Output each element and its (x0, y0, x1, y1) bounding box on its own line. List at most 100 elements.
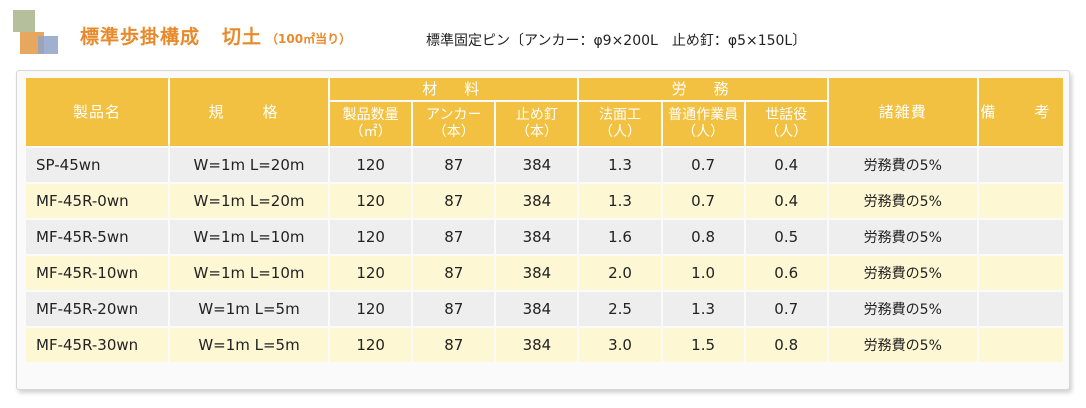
cell-product: MF-45R-5wn (26, 220, 168, 254)
cell-foreman: 0.8 (745, 328, 827, 362)
col-header-worker-unit: （人） (682, 124, 725, 140)
col-header-misc: 諸雑費 (828, 78, 977, 146)
col-header-nail-label: 止め釘 (515, 107, 558, 123)
cell-nail: 384 (496, 220, 578, 254)
table-frame: 製品名 規 格 材 料 労 務 諸雑費 備 考 製品数量 （㎡） アンカー （本） … (16, 70, 1070, 390)
col-header-qty-unit: （㎡） (349, 124, 392, 140)
col-header-foreman: 世話役 （人） (745, 102, 827, 146)
cell-qty: 120 (330, 292, 412, 326)
col-header-remarks: 備 考 (978, 78, 1063, 146)
cell-spec: W=1m L=20m (169, 184, 329, 218)
col-header-slope-unit: （人） (598, 124, 641, 140)
col-header-anchor: アンカー （本） (413, 102, 495, 146)
cell-remarks (978, 292, 1063, 326)
cell-anchor: 87 (413, 256, 495, 290)
cell-anchor: 87 (413, 148, 495, 182)
cell-remarks (978, 220, 1063, 254)
cell-foreman: 0.5 (745, 220, 827, 254)
cell-slope: 1.3 (579, 148, 661, 182)
col-header-anchor-label: アンカー (426, 107, 482, 123)
col-header-slope: 法面工 （人） (579, 102, 661, 146)
cell-worker: 0.7 (662, 184, 744, 218)
cell-foreman: 0.4 (745, 148, 827, 182)
col-header-worker: 普通作業員 （人） (662, 102, 744, 146)
table-row: MF-45R-20wn W=1m L=5m 120 87 384 2.5 1.3… (26, 292, 1063, 326)
cell-worker: 0.7 (662, 148, 744, 182)
table-row: MF-45R-30wn W=1m L=5m 120 87 384 3.0 1.5… (26, 328, 1063, 362)
cell-nail: 384 (496, 148, 578, 182)
cell-worker: 1.0 (662, 256, 744, 290)
cell-slope: 2.0 (579, 256, 661, 290)
cell-product: MF-45R-0wn (26, 184, 168, 218)
cell-worker: 1.3 (662, 292, 744, 326)
col-header-product: 製品名 (26, 78, 168, 146)
cell-slope: 3.0 (579, 328, 661, 362)
cell-remarks (978, 148, 1063, 182)
cell-foreman: 0.6 (745, 256, 827, 290)
cell-nail: 384 (496, 292, 578, 326)
table-row: MF-45R-0wn W=1m L=20m 120 87 384 1.3 0.7… (26, 184, 1063, 218)
cell-slope: 2.5 (579, 292, 661, 326)
cell-anchor: 87 (413, 184, 495, 218)
cell-remarks (978, 328, 1063, 362)
cell-product: MF-45R-20wn (26, 292, 168, 326)
cell-worker: 1.5 (662, 328, 744, 362)
col-header-qty: 製品数量 （㎡） (330, 102, 412, 146)
table-row: MF-45R-10wn W=1m L=10m 120 87 384 2.0 1.… (26, 256, 1063, 290)
col-header-nail: 止め釘 （本） (496, 102, 578, 146)
cell-spec: W=1m L=10m (169, 220, 329, 254)
cell-remarks (978, 256, 1063, 290)
table-row: SP-45wn W=1m L=20m 120 87 384 1.3 0.7 0.… (26, 148, 1063, 182)
cell-misc: 労務費の5% (828, 148, 977, 182)
logo-square-blue (38, 36, 58, 54)
cell-misc: 労務費の5% (828, 256, 977, 290)
cell-anchor: 87 (413, 292, 495, 326)
col-header-worker-label: 普通作業員 (668, 107, 739, 123)
col-header-qty-label: 製品数量 (342, 107, 399, 123)
col-header-spec: 規 格 (169, 78, 329, 146)
cell-misc: 労務費の5% (828, 184, 977, 218)
title-subtitle: 切土 (222, 26, 263, 48)
cell-worker: 0.8 (662, 220, 744, 254)
cell-product: SP-45wn (26, 148, 168, 182)
cell-anchor: 87 (413, 220, 495, 254)
labor-table: 製品名 規 格 材 料 労 務 諸雑費 備 考 製品数量 （㎡） アンカー （本） … (24, 76, 1065, 364)
page-title: 標準歩掛構成 切土 （100㎡当り） (80, 22, 351, 49)
col-group-labor: 労 務 (579, 78, 827, 100)
col-header-slope-label: 法面工 (598, 107, 641, 123)
col-header-anchor-unit: （本） (432, 124, 475, 140)
cell-qty: 120 (330, 148, 412, 182)
cell-slope: 1.3 (579, 184, 661, 218)
cell-foreman: 0.7 (745, 292, 827, 326)
title-unit: （100㎡当り） (266, 32, 352, 46)
cell-spec: W=1m L=20m (169, 148, 329, 182)
cell-nail: 384 (496, 256, 578, 290)
col-header-nail-unit: （本） (515, 124, 558, 140)
cell-foreman: 0.4 (745, 184, 827, 218)
col-header-foreman-unit: （人） (765, 124, 808, 140)
cell-product: MF-45R-30wn (26, 328, 168, 362)
cell-spec: W=1m L=10m (169, 256, 329, 290)
logo-squares (10, 8, 60, 56)
title-text: 標準歩掛構成 (80, 26, 201, 48)
cell-qty: 120 (330, 184, 412, 218)
cell-nail: 384 (496, 184, 578, 218)
cell-remarks (978, 184, 1063, 218)
header-note: 標準固定ピン〔アンカー：φ9×200L 止め釘：φ5×150L〕 (426, 33, 807, 49)
cell-misc: 労務費の5% (828, 292, 977, 326)
col-group-materials: 材 料 (330, 78, 578, 100)
cell-slope: 1.6 (579, 220, 661, 254)
cell-product: MF-45R-10wn (26, 256, 168, 290)
cell-misc: 労務費の5% (828, 220, 977, 254)
cell-qty: 120 (330, 328, 412, 362)
logo-square-green (13, 10, 35, 32)
col-header-foreman-label: 世話役 (765, 107, 808, 123)
cell-nail: 384 (496, 328, 578, 362)
cell-qty: 120 (330, 256, 412, 290)
cell-spec: W=1m L=5m (169, 328, 329, 362)
cell-spec: W=1m L=5m (169, 292, 329, 326)
cell-misc: 労務費の5% (828, 328, 977, 362)
cell-qty: 120 (330, 220, 412, 254)
table-row: MF-45R-5wn W=1m L=10m 120 87 384 1.6 0.8… (26, 220, 1063, 254)
cell-anchor: 87 (413, 328, 495, 362)
